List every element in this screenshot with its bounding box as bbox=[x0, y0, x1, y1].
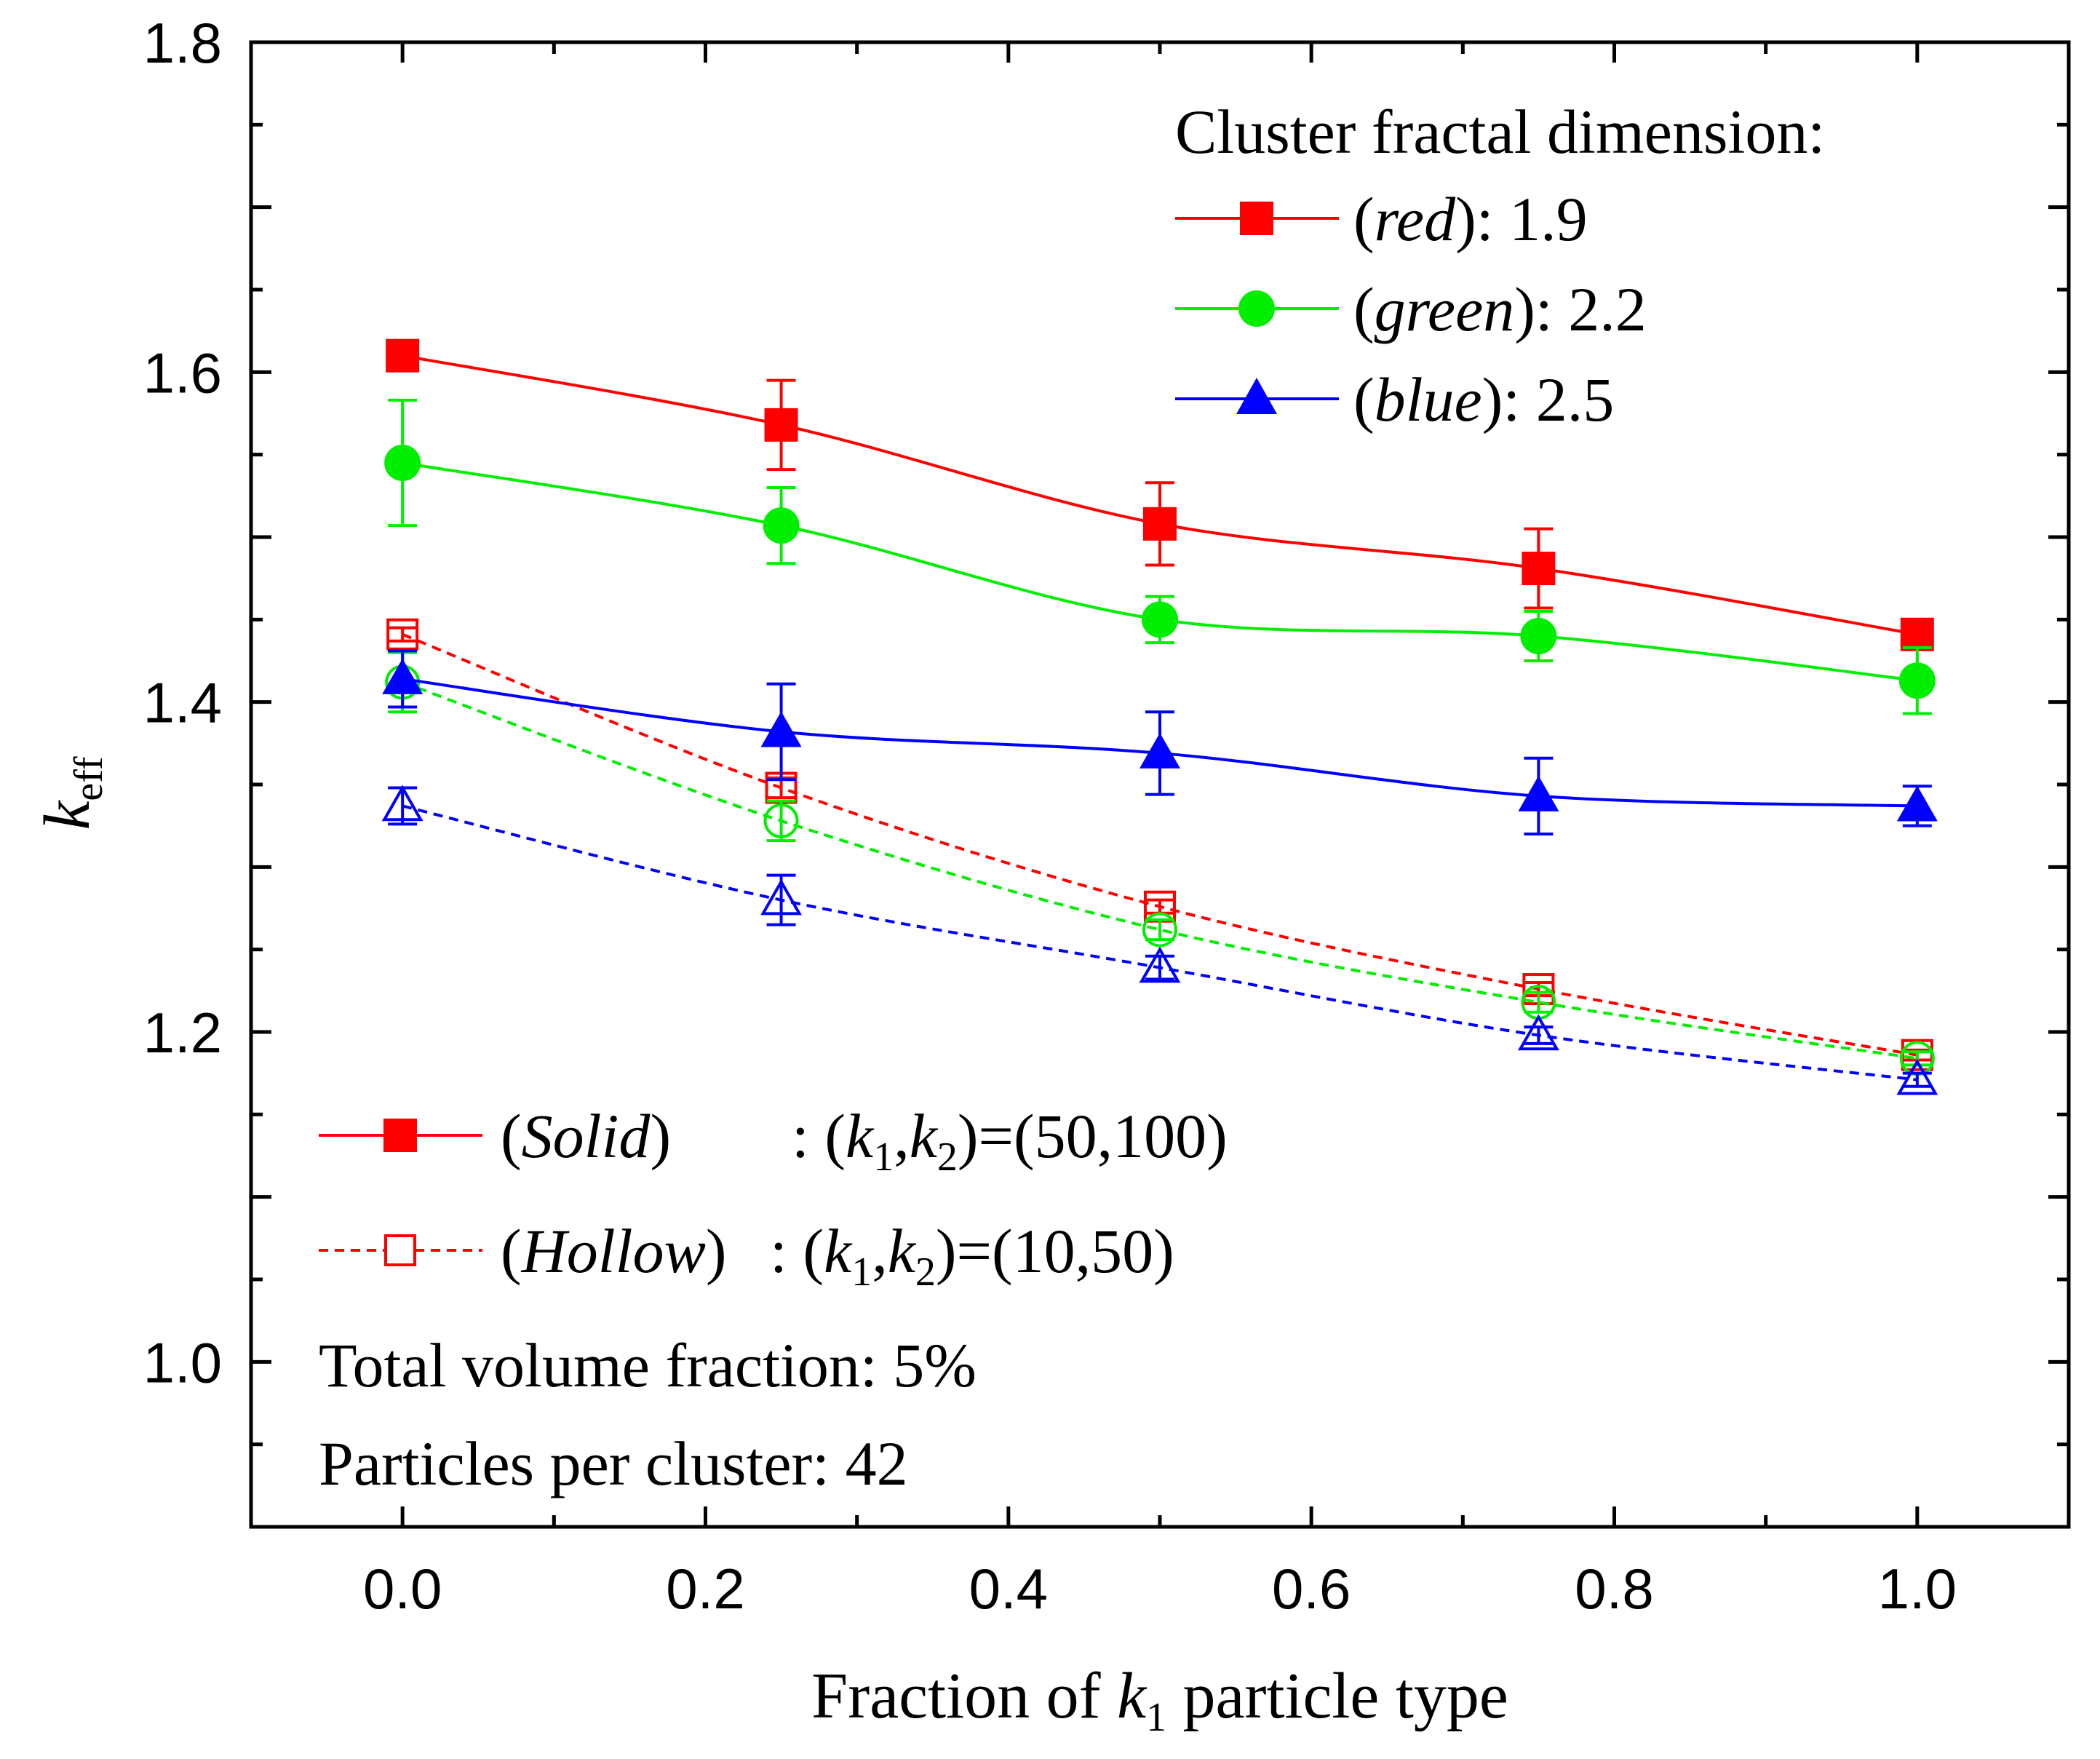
annotation-volume-fraction: Total volume fraction: 5% bbox=[319, 1330, 977, 1400]
data-point-red-hollow bbox=[386, 618, 419, 651]
y-tick-label: 1.8 bbox=[143, 11, 222, 75]
data-point-green-hollow bbox=[1142, 912, 1177, 948]
y-tick-label: 1.0 bbox=[143, 1330, 222, 1394]
legend-red-label: (red): 1.9 bbox=[1353, 184, 1588, 254]
data-point-blue-hollow bbox=[1896, 1058, 1938, 1095]
style-legend: (Solid) : (k1,k2)=(50,100) (Hollow) : (k… bbox=[319, 1101, 1228, 1295]
x-tick-label: 0.0 bbox=[363, 1557, 442, 1621]
series-line-red-hollow bbox=[402, 632, 1918, 1057]
series-line-green-hollow bbox=[402, 680, 1918, 1060]
legend-blue-label: (blue): 2.5 bbox=[1353, 365, 1614, 434]
series-line-blue-hollow bbox=[402, 804, 1918, 1081]
legend-hollow-square-marker bbox=[384, 1234, 416, 1266]
data-point-blue-hollow bbox=[1517, 1014, 1559, 1051]
data-point-blue-solid bbox=[382, 658, 423, 694]
data-point-blue-solid bbox=[1896, 785, 1938, 822]
data-point-green-solid bbox=[1520, 618, 1557, 654]
legend-hollow-equation: : (k1,k2)=(10,50) bbox=[770, 1216, 1174, 1295]
legend-green-circle-marker bbox=[1238, 290, 1275, 327]
data-point-red-solid bbox=[764, 408, 798, 442]
data-point-blue-hollow bbox=[760, 878, 803, 916]
x-tick-label: 0.2 bbox=[666, 1557, 744, 1621]
y-tick-label: 1.4 bbox=[143, 671, 222, 735]
data-point-green-solid bbox=[1898, 662, 1936, 699]
data-point-green-hollow bbox=[763, 803, 799, 838]
annotation-particles-per-cluster: Particles per cluster: 42 bbox=[319, 1429, 908, 1498]
data-point-red-solid bbox=[1143, 507, 1177, 541]
legend-blue-triangle-marker bbox=[1236, 378, 1277, 414]
y-tick-label: 1.6 bbox=[143, 341, 222, 405]
data-point-blue-solid bbox=[1140, 732, 1180, 769]
color-legend-heading: Cluster fractal dimension: bbox=[1175, 97, 1825, 167]
data-point-blue-solid bbox=[1518, 775, 1559, 811]
data-point-red-solid bbox=[386, 338, 420, 373]
legend-green-label: (green): 2.2 bbox=[1353, 274, 1647, 344]
x-axis-title: Fraction of k1 particle type bbox=[811, 1660, 1508, 1740]
x-tick-label: 0.6 bbox=[1272, 1557, 1351, 1621]
tick-layer: 0.0 0.2 0.4 0.6 0.8 1.0 1.0 1.2 1.4 1.6 1.8 bbox=[143, 11, 2071, 1621]
x-tick-label: 1.0 bbox=[1878, 1557, 1957, 1621]
legend-hollow-label: (Hollow) bbox=[501, 1216, 727, 1286]
x-tick-label: 0.8 bbox=[1575, 1557, 1653, 1621]
data-point-blue-solid bbox=[760, 711, 802, 747]
data-point-red-solid bbox=[1522, 552, 1556, 586]
plot-layer bbox=[381, 338, 1938, 1095]
data-point-green-solid bbox=[384, 445, 421, 481]
y-tick-label: 1.2 bbox=[143, 1001, 222, 1065]
data-point-green-solid bbox=[1142, 601, 1178, 638]
data-point-blue-hollow bbox=[1139, 946, 1181, 983]
data-point-blue-hollow bbox=[381, 785, 423, 822]
legend-solid-square-marker bbox=[383, 1119, 417, 1152]
legend-solid-label: (Solid) bbox=[501, 1101, 671, 1171]
y-axis-title: keff bbox=[31, 756, 111, 830]
x-tick-label: 0.4 bbox=[969, 1557, 1048, 1621]
legend-red-square-marker bbox=[1240, 202, 1273, 235]
legend-solid-equation: : (k1,k2)=(50,100) bbox=[792, 1101, 1228, 1180]
data-point-green-solid bbox=[763, 507, 800, 544]
color-legend: Cluster fractal dimension: (red): 1.9 (g… bbox=[1175, 97, 1825, 434]
data-point-red-solid bbox=[1900, 617, 1934, 651]
